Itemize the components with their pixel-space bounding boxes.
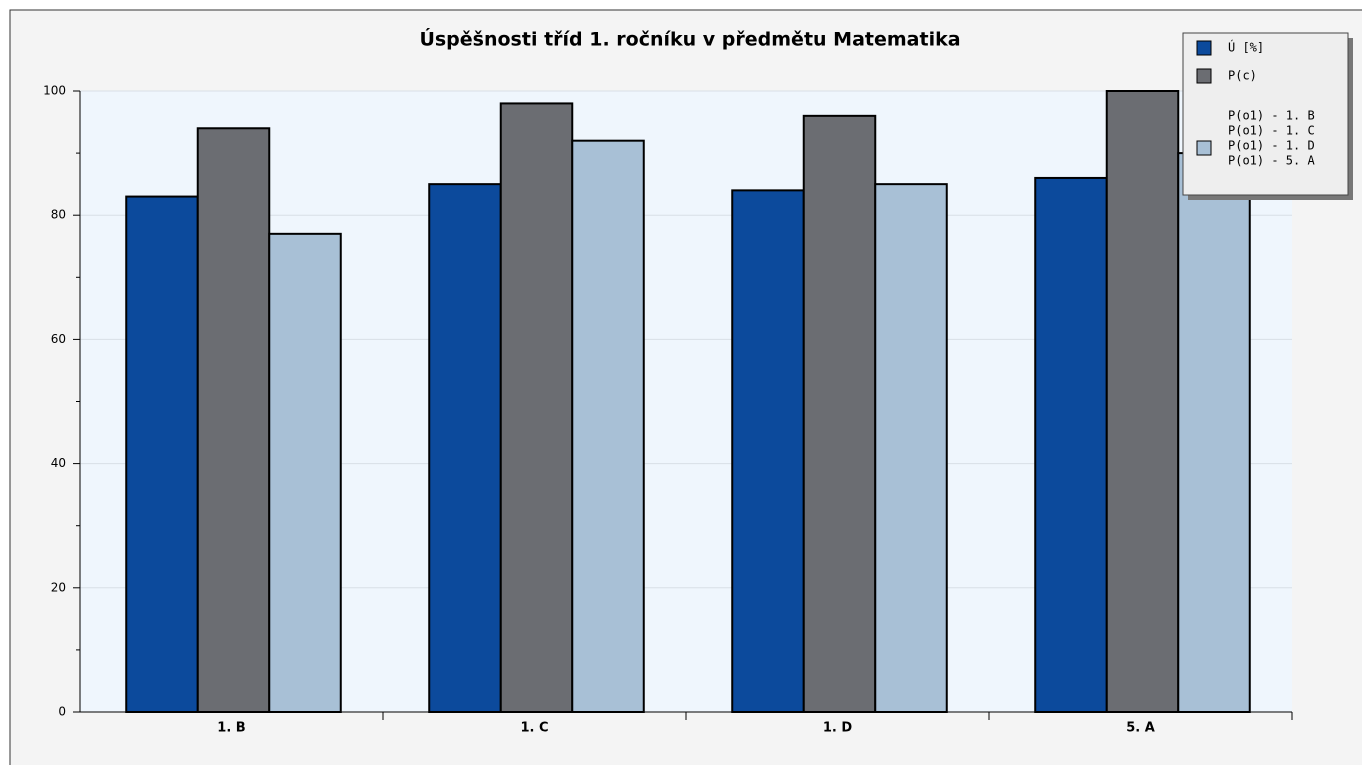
bar xyxy=(499,102,574,714)
legend-label: P(o1) - 5. A xyxy=(1228,154,1315,168)
legend-swatch xyxy=(1196,140,1212,156)
bar xyxy=(125,195,199,713)
bar xyxy=(1034,176,1108,713)
bar xyxy=(802,114,877,713)
chart-title: Úspěšnosti tříd 1. ročníku v předmětu Ma… xyxy=(419,27,960,51)
y-tick-label: 20 xyxy=(51,580,66,594)
y-tick-label: 80 xyxy=(51,208,66,222)
legend xyxy=(1182,32,1349,196)
legend-swatch xyxy=(1196,40,1212,56)
y-tick-label: 40 xyxy=(51,456,66,470)
x-tick-label: 5. A xyxy=(1126,721,1155,736)
y-tick-label: 60 xyxy=(51,332,66,346)
legend-label: P(c) xyxy=(1228,69,1257,83)
legend-label: P(o1) - 1. B xyxy=(1228,109,1315,123)
legend-label: Ú [%] xyxy=(1228,40,1264,55)
bar xyxy=(874,183,948,713)
legend-label: P(o1) - 1. C xyxy=(1228,124,1315,138)
bar xyxy=(1177,152,1251,714)
bar xyxy=(571,139,645,713)
bar xyxy=(268,232,342,714)
bar xyxy=(731,189,805,714)
x-tick-label: 1. C xyxy=(520,721,548,736)
bar xyxy=(428,183,502,713)
y-tick-label: 0 xyxy=(58,705,66,719)
x-tick-label: 1. B xyxy=(217,721,245,736)
legend-label: P(o1) - 1. D xyxy=(1228,139,1315,153)
bar xyxy=(196,127,271,713)
x-tick-label: 1. D xyxy=(823,721,853,736)
y-tick-label: 100 xyxy=(43,84,66,98)
legend-swatch xyxy=(1196,68,1212,84)
bar xyxy=(1105,90,1180,713)
